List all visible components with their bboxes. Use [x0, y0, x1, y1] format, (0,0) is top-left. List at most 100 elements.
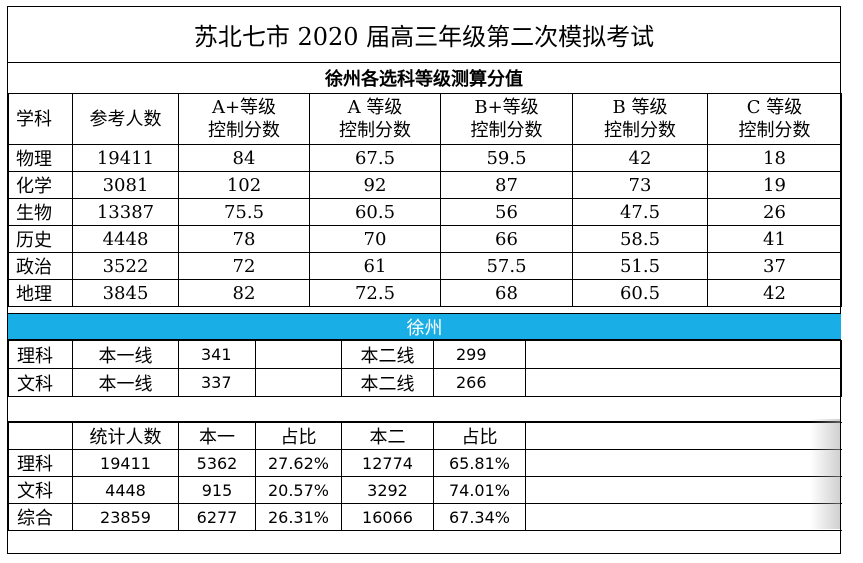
a-plus-cell: 102: [178, 171, 310, 199]
count-cell: 3522: [72, 252, 179, 280]
tier2-pct-cell: 65.81%: [433, 449, 526, 477]
count-cell: 23859: [72, 503, 179, 531]
table-row: 理科 19411 5362 27.62% 12774 65.81%: [8, 449, 842, 477]
line1-label-cell: 本一线: [72, 340, 179, 369]
page-title: 苏北七市 2020 届高三年级第二次模拟考试: [8, 7, 840, 63]
track-cell: 综合: [8, 503, 73, 531]
line2-label-cell: 本二线: [341, 340, 434, 369]
spacer-row: [8, 396, 841, 422]
subject-cell: 历史: [8, 225, 73, 253]
a-cell: 60.5: [309, 198, 441, 226]
table-row: 文科 本一线 337 本二线 266: [8, 368, 842, 397]
header-c: C 等级 控制分数: [707, 93, 842, 145]
header-count: 统计人数: [72, 422, 179, 450]
table-subtitle: 徐州各选科等级测算分值: [8, 63, 840, 94]
header-tier1: 本一: [178, 422, 256, 450]
grade-table-header: 学科 参考人数 A+等级 控制分数 A 等级 控制分数 B+等级 控制分数 B 等级控…: [8, 93, 842, 145]
tier1-cell: 915: [178, 476, 256, 504]
b-cell: 60.5: [572, 279, 708, 307]
tier1-pct-cell: 20.57%: [255, 476, 342, 504]
c-cell: 19: [707, 171, 842, 199]
c-cell: 41: [707, 225, 842, 253]
header-tier2: 本二: [341, 422, 434, 450]
empty-cell: [255, 340, 342, 369]
page-fold-shadow: [810, 419, 840, 529]
b-cell: 73: [572, 171, 708, 199]
line2-label-cell: 本二线: [341, 368, 434, 397]
empty-cell: [525, 449, 842, 477]
count-cell: 13387: [72, 198, 179, 226]
header-a-plus: A+等级 控制分数: [178, 93, 310, 145]
count-cell: 3081: [72, 171, 179, 199]
table-row: 历史 4448 78 70 66 58.5 41: [8, 225, 842, 253]
a-plus-cell: 72: [178, 252, 310, 280]
count-cell: 19411: [72, 449, 179, 477]
table-row: 综合 23859 6277 26.31% 16066 67.34%: [8, 503, 842, 531]
grade-score-table: 学科 参考人数 A+等级 控制分数 A 等级 控制分数 B+等级 控制分数 B 等级控…: [8, 93, 842, 307]
b-plus-cell: 57.5: [440, 252, 573, 280]
count-cell: 4448: [72, 476, 179, 504]
table-row: 理科 本一线 341 本二线 299: [8, 340, 842, 369]
count-cell: 3845: [72, 279, 179, 307]
c-cell: 18: [707, 144, 842, 172]
header-subject: 学科: [8, 93, 73, 145]
b-plus-cell: 87: [440, 171, 573, 199]
empty-cell: [525, 422, 842, 450]
stats-table: 统计人数 本一 占比 本二 占比 理科 19411 5362 27.62% 12…: [8, 422, 842, 531]
empty-cell: [255, 368, 342, 397]
b-plus-cell: 66: [440, 225, 573, 253]
b-cell: 47.5: [572, 198, 708, 226]
track-cell: 文科: [8, 476, 73, 504]
header-b-plus: B+等级 控制分数: [440, 93, 573, 145]
tier1-pct-cell: 26.31%: [255, 503, 342, 531]
score-sheet: 苏北七市 2020 届高三年级第二次模拟考试 徐州各选科等级测算分值 学科 参考…: [7, 6, 842, 554]
a-cell: 92: [309, 171, 441, 199]
b-plus-cell: 59.5: [440, 144, 573, 172]
a-plus-cell: 78: [178, 225, 310, 253]
subject-cell: 化学: [8, 171, 73, 199]
line1-label-cell: 本一线: [72, 368, 179, 397]
tier2-pct-cell: 74.01%: [433, 476, 526, 504]
tier1-cell: 5362: [178, 449, 256, 477]
line1-value-cell: 337: [178, 368, 256, 397]
tier2-cell: 3292: [341, 476, 434, 504]
table-row: 化学 3081 102 92 87 73 19: [8, 171, 842, 199]
count-cell: 19411: [72, 144, 179, 172]
a-cell: 67.5: [309, 144, 441, 172]
header-tier1-pct: 占比: [255, 422, 342, 450]
subject-cell: 物理: [8, 144, 73, 172]
header-tier2-pct: 占比: [433, 422, 526, 450]
empty-cell: [525, 340, 842, 369]
table-row: 文科 4448 915 20.57% 3292 74.01%: [8, 476, 842, 504]
track-cell: 理科: [8, 340, 73, 369]
c-cell: 26: [707, 198, 842, 226]
b-plus-cell: 56: [440, 198, 573, 226]
b-cell: 58.5: [572, 225, 708, 253]
c-cell: 37: [707, 252, 842, 280]
blank-footer-row: [8, 527, 841, 554]
track-cell: 文科: [8, 368, 73, 397]
table-row: 政治 3522 72 61 57.5 51.5 37: [8, 252, 842, 280]
tier2-cell: 12774: [341, 449, 434, 477]
header-count: 参考人数: [72, 93, 179, 145]
header-b: B 等级 控制分数: [572, 93, 708, 145]
table-row: 物理 19411 84 67.5 59.5 42 18: [8, 144, 842, 172]
b-cell: 51.5: [572, 252, 708, 280]
count-cell: 4448: [72, 225, 179, 253]
c-cell: 42: [707, 279, 842, 307]
header-blank: [8, 422, 73, 450]
a-cell: 72.5: [309, 279, 441, 307]
subject-cell: 地理: [8, 279, 73, 307]
a-plus-cell: 82: [178, 279, 310, 307]
a-plus-cell: 84: [178, 144, 310, 172]
subject-cell: 政治: [8, 252, 73, 280]
tier1-pct-cell: 27.62%: [255, 449, 342, 477]
table-row: 地理 3845 82 72.5 68 60.5 42: [8, 279, 842, 307]
line1-value-cell: 341: [178, 340, 256, 369]
b-plus-cell: 68: [440, 279, 573, 307]
line2-value-cell: 266: [433, 368, 526, 397]
a-cell: 70: [309, 225, 441, 253]
stats-table-header: 统计人数 本一 占比 本二 占比: [8, 422, 842, 450]
empty-cell: [525, 368, 842, 397]
a-cell: 61: [309, 252, 441, 280]
